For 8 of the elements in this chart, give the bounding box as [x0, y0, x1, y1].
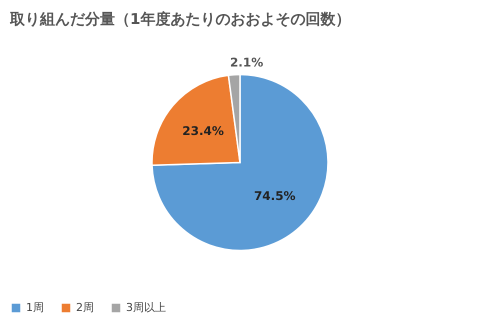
data-label: 74.5%: [254, 189, 296, 204]
chart-title: 取り組んだ分量（1年度あたりのおおよその回数）: [9, 10, 350, 28]
data-label: 23.4%: [182, 124, 224, 138]
legend-label: 1周: [26, 301, 44, 314]
legend-label: 3周以上: [126, 301, 166, 314]
data-label: 2.1%: [230, 56, 264, 70]
legend-label: 2周: [76, 301, 94, 314]
pie-slice: [151, 74, 329, 252]
